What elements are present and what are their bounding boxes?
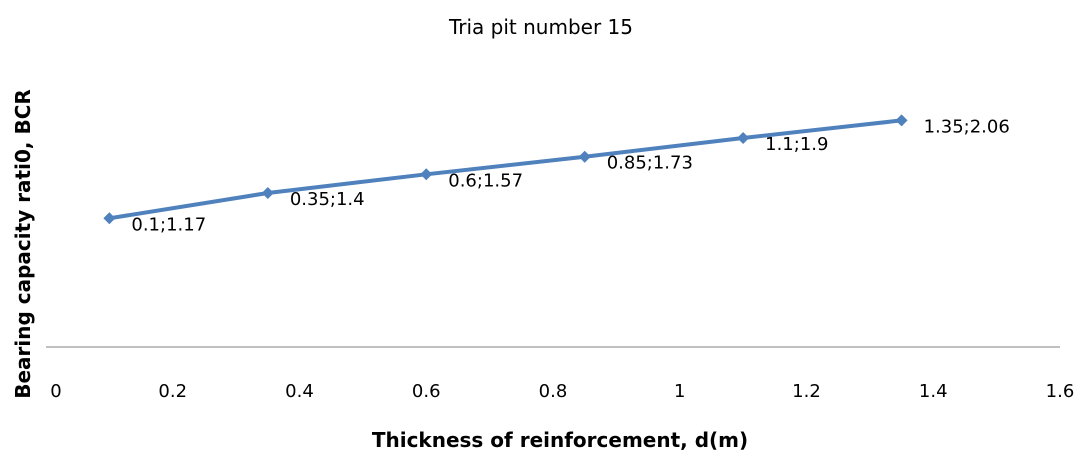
data-point-marker [420, 168, 432, 180]
x-tick-label: 1 [674, 381, 685, 402]
data-label: 0.85;1.73 [607, 153, 693, 174]
data-label: 0.1;1.17 [131, 214, 206, 235]
x-tick-label: 0.4 [285, 381, 314, 402]
data-label: 0.35;1.4 [290, 189, 365, 210]
data-point-marker [896, 114, 908, 126]
chart-title: Tria pit number 15 [448, 15, 633, 39]
data-point-marker [103, 212, 115, 224]
x-tick-label: 0.6 [412, 381, 441, 402]
x-tick-label: 0 [50, 381, 61, 402]
data-label: 1.1;1.9 [765, 134, 828, 155]
x-tick-label: 0.2 [158, 381, 187, 402]
plot-area: 0.1;1.17 0.35;1.4 0.6;1.57 0.85;1.73 1.1;1.9… [103, 114, 1009, 235]
data-point-marker [737, 132, 749, 144]
data-point-marker [262, 187, 274, 199]
data-point-marker [579, 151, 591, 163]
data-label: 1.35;2.06 [924, 116, 1010, 137]
x-tick-label: 0.8 [539, 381, 568, 402]
x-tick-labels: 0 0.2 0.4 0.6 0.8 1 1.2 1.4 1.6 [50, 381, 1074, 402]
x-axis-title: Thickness of reinforcement, d(m) [372, 428, 748, 452]
x-tick-label: 1.6 [1046, 381, 1075, 402]
x-tick-label: 1.2 [792, 381, 821, 402]
y-axis-title: Bearing capacity rati0, BCR [11, 89, 35, 399]
data-label: 0.6;1.57 [448, 170, 523, 191]
x-tick-label: 1.4 [919, 381, 948, 402]
